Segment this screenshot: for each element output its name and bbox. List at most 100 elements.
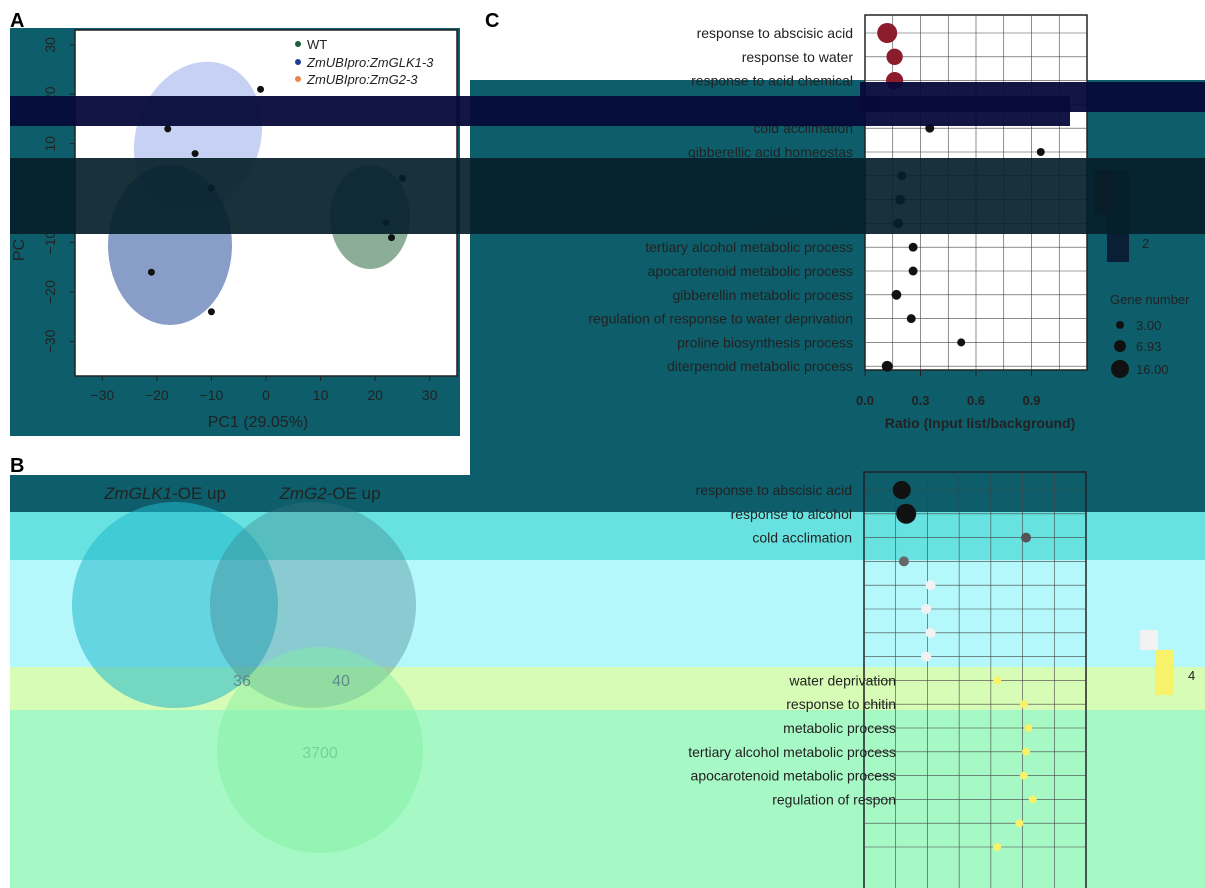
size-legend-dot-3 — [1111, 360, 1129, 378]
term-d-metabolic-process: metabolic process — [783, 720, 896, 736]
term-d-response-to-abscisic-acid: response to abscisic acid — [696, 482, 852, 498]
x-axis-title-c: Ratio (Input list/background) — [885, 415, 1076, 431]
colorbar-label-c: 2 — [1142, 236, 1149, 251]
legend-label-g2: ZmUBIpro:ZmG2-3 — [306, 72, 418, 87]
overlay-band-3 — [10, 158, 1205, 234]
y-tick-label-1: −20 — [42, 280, 58, 304]
size-legend-dot-1 — [1116, 321, 1124, 329]
dot-d-3 — [898, 556, 909, 567]
dot-d-4 — [925, 580, 936, 591]
y-axis-title: PC — [11, 239, 28, 261]
term-c-tertiary-alcohol-metabolic-process: tertiary alcohol metabolic process — [645, 239, 853, 255]
term-d-regulation-of-respon: regulation of respon — [772, 791, 896, 807]
overlay-green — [10, 710, 1205, 888]
venn-count-1: 36 — [233, 673, 251, 690]
dot-d-7 — [921, 651, 932, 662]
dot-c-10 — [908, 266, 918, 276]
legend-marker-wt — [295, 41, 301, 47]
dot-c-14 — [881, 360, 893, 372]
dot-c-13 — [957, 338, 966, 347]
term-d-apocarotenoid-metabolic-process: apocarotenoid metabolic process — [691, 768, 896, 784]
x-tick-label-6: 30 — [422, 387, 438, 403]
dot-d-6 — [925, 627, 936, 638]
size-legend-value-3: 16.00 — [1136, 362, 1169, 377]
term-d-response-to-alcohol: response to alcohol — [731, 506, 852, 522]
size-legend-dot-2 — [1114, 340, 1126, 352]
x-axis-title: PC1 (29.05%) — [208, 414, 309, 431]
term-c-gibberellin-metabolic-process: gibberellin metabolic process — [672, 287, 853, 303]
y-tick-label-2: −10 — [42, 230, 58, 254]
size-legend-value-1: 3.00 — [1136, 318, 1161, 333]
dot-d-5 — [921, 604, 932, 614]
dot-d-1 — [896, 503, 917, 524]
overlay-band-2 — [860, 82, 1205, 112]
point-zmubipro-zmg2-3-0 — [191, 150, 199, 158]
go-dotplot-c: response to abscisic acid response to wat… — [10, 14, 1205, 480]
go-dotplot-d: response to abscisic acid response to alc… — [688, 471, 1195, 888]
venn-count-3: 3700 — [302, 745, 338, 762]
legend-marker-g2 — [295, 76, 301, 82]
point-zmubipro-zmg2-3-2 — [207, 308, 215, 316]
x-tick-label-4: 10 — [313, 387, 329, 403]
panel-letter-a: A — [10, 10, 24, 32]
legend: WT ZmUBIpro:ZmGLK1-3 ZmUBIpro:ZmG2-3 — [295, 37, 434, 87]
colorbar-label-d: 4 — [1188, 668, 1195, 683]
term-c-response-to-acid-chemical: response to acid chemical — [691, 73, 853, 89]
dot-d-13 — [1028, 795, 1037, 804]
x-tick-label-c-2: 0.6 — [967, 393, 985, 408]
dot-c-5 — [1036, 148, 1045, 156]
venn-count-2: 40 — [332, 673, 350, 690]
term-c-diterpenoid-metabolic-process: diterpenoid metabolic process — [667, 358, 853, 374]
legend-marker-glk1 — [295, 59, 301, 65]
y-tick-label-6: 30 — [42, 37, 58, 53]
dot-c-0 — [877, 23, 898, 43]
term-c-apocarotenoid-metabolic-process: apocarotenoid metabolic process — [648, 263, 853, 279]
dot-d-12 — [1019, 771, 1028, 780]
y-tick-label-0: −30 — [42, 329, 58, 353]
size-legend-title: Gene number — [1110, 292, 1190, 307]
legend-label-glk1: ZmUBIpro:ZmGLK1-3 — [306, 55, 434, 70]
colorbar-d — [1155, 650, 1173, 695]
x-tick-label-c-3: 0.9 — [1022, 393, 1040, 408]
dot-c-12 — [906, 314, 916, 324]
term-d-cold-acclimation: cold acclimation — [752, 530, 852, 546]
panel-letter-c: C — [485, 10, 499, 32]
x-tick-label-2: −10 — [200, 387, 224, 403]
point-wt-2 — [388, 234, 396, 242]
venn-set-title-1: ZmGLK1-OE up — [103, 484, 226, 503]
term-c-response-to-abscisic-acid: response to abscisic acid — [697, 25, 853, 41]
dot-d-9 — [1019, 700, 1028, 709]
dot-d-10 — [1024, 724, 1033, 732]
term-c-regulation-of-response-to-water-deprivation: regulation of response to water deprivat… — [588, 311, 853, 327]
term-d-tertiary-alcohol-metabolic-process: tertiary alcohol metabolic process — [688, 744, 896, 760]
panel-letter-b: B — [10, 455, 24, 477]
dot-d-15 — [993, 843, 1002, 851]
point-zmubipro-zmglk1-3-1 — [164, 125, 172, 133]
legend-label-wt: WT — [307, 37, 327, 52]
x-tick-label-5: 20 — [367, 387, 383, 403]
dot-d-14 — [1015, 819, 1024, 828]
x-tick-label-0: −30 — [90, 387, 114, 403]
size-legend-value-2: 6.93 — [1136, 339, 1161, 354]
dot-c-1 — [886, 48, 903, 65]
point-zmubipro-zmglk1-3-0 — [257, 85, 265, 93]
plot-area-d — [863, 471, 1087, 888]
y-tick-label-4: 10 — [42, 136, 58, 152]
x-tick-label-3: 0 — [262, 387, 270, 403]
x-tick-label-1: −20 — [145, 387, 169, 403]
x-tick-label-c-0: 0.0 — [856, 393, 874, 408]
dot-c-9 — [908, 242, 918, 252]
term-c-gibberellic-acid-homeostas: gibberellic acid homeostas — [688, 144, 853, 160]
venn-circle-glk1 — [72, 502, 278, 708]
dot-c-11 — [891, 289, 902, 300]
dot-d-0 — [892, 481, 911, 499]
term-c-proline-biosynthesis-process: proline biosynthesis process — [677, 334, 853, 350]
term-d-water-deprivation: water deprivation — [788, 672, 896, 688]
venn-set-title-2: ZmG2-OE up — [278, 484, 380, 503]
dot-d-2 — [1021, 532, 1032, 543]
x-tick-label-c-1: 0.3 — [911, 393, 929, 408]
dot-d-11 — [1022, 747, 1031, 756]
colorbar-d-top — [1140, 630, 1158, 650]
venn-circle-third — [217, 647, 423, 853]
